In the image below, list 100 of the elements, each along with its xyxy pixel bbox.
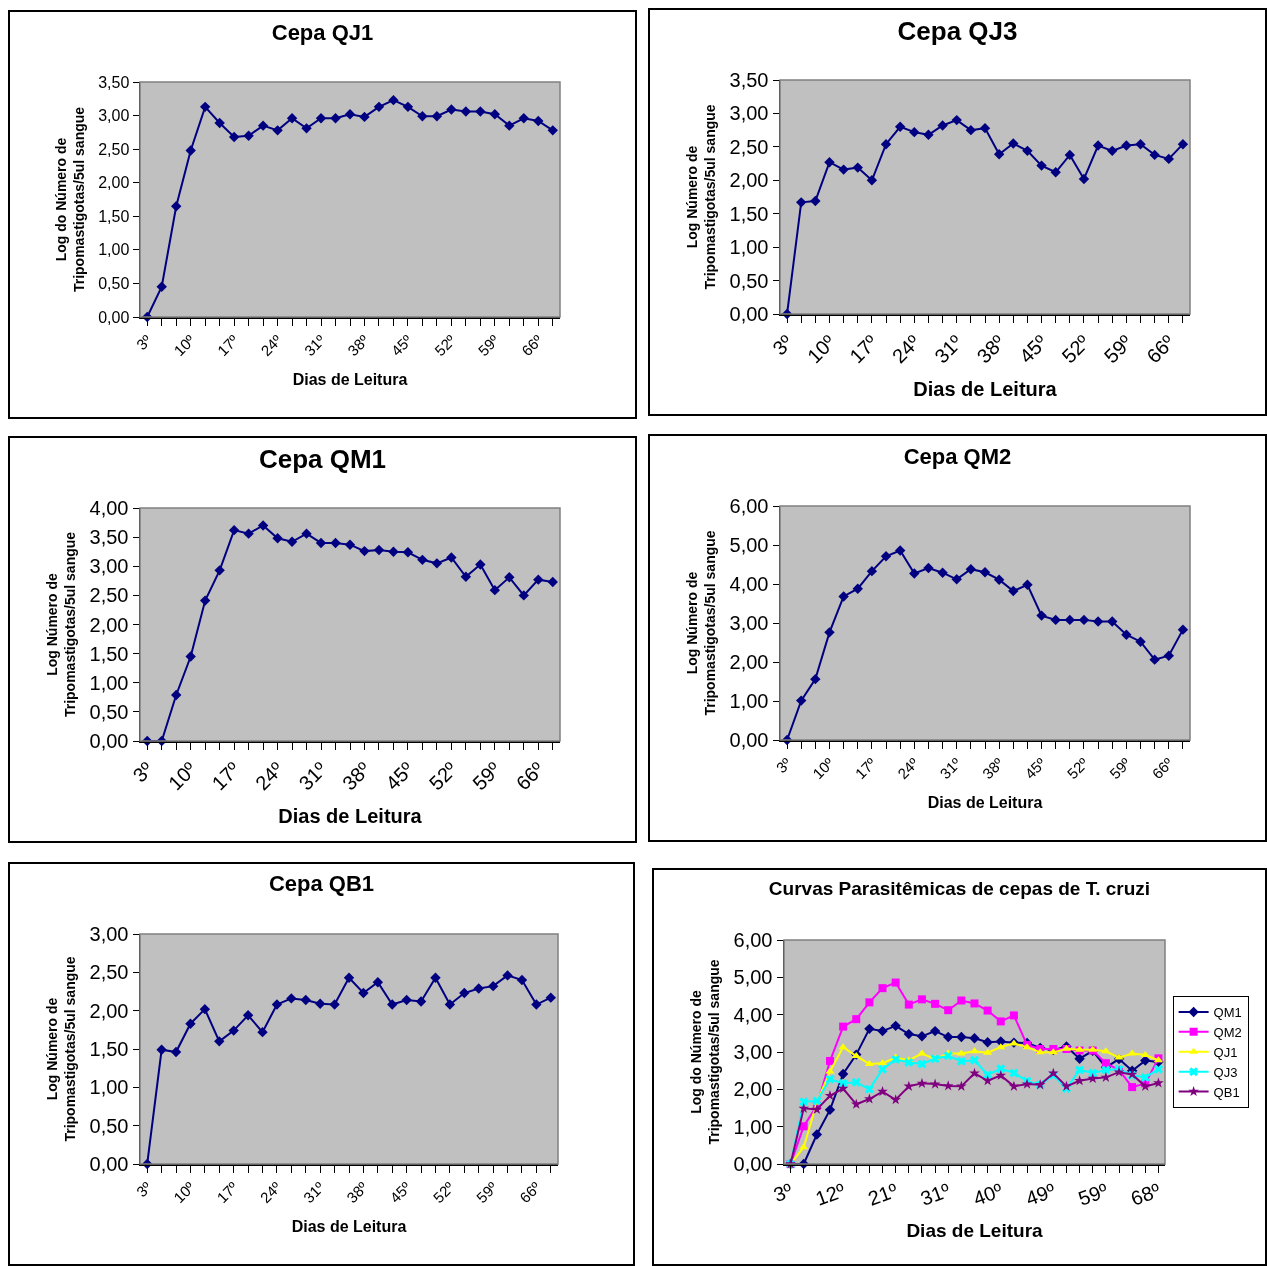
legend-label: QJ3 <box>1213 1064 1238 1080</box>
y-tick-label: 2,50 <box>89 961 129 984</box>
y-tick-label: 2,00 <box>89 999 129 1022</box>
y-tick-label: 0,00 <box>733 1153 773 1175</box>
x-tick-label: 24º <box>257 331 286 360</box>
y-tick-label: 1,00 <box>729 690 769 712</box>
x-tick-label: 59º <box>468 757 506 795</box>
x-tick-label: 59º <box>474 331 503 360</box>
x-tick-label: 17º <box>213 1178 242 1207</box>
y-axis-title: Log do Número de Tripomastigotas/5ul sangue <box>52 106 88 293</box>
y-tick-label: 6,00 <box>729 495 769 517</box>
x-tick-label: 52º <box>424 757 462 795</box>
x-tick-label: 24º <box>894 754 923 783</box>
x-tick-label: 31º <box>930 330 968 368</box>
y-tick-label: 4,00 <box>733 1003 773 1026</box>
x-tick-label: 38º <box>978 754 1007 783</box>
y-axis-title: Log Número de Tripomastigotas/5ul sangue <box>44 531 79 718</box>
legend-label: QB1 <box>1213 1084 1240 1100</box>
x-tick-label: 17º <box>845 330 883 368</box>
y-tick-label: 0,00 <box>729 729 769 751</box>
x-tick-label: 52º <box>1057 330 1095 368</box>
x-tick-label: 31º <box>936 754 965 783</box>
x-tick-label: 49º <box>1022 1178 1059 1210</box>
y-tick-label: 2,00 <box>98 174 130 192</box>
y-axis-title: Log Número de Tripomastigotas/5ul sangue <box>44 956 79 1142</box>
x-tick-label: 3º <box>132 1178 155 1201</box>
y-tick-label: 4,00 <box>89 497 129 519</box>
x-tick-label: 31º <box>299 1178 328 1207</box>
x-tick-label: 17º <box>213 331 242 360</box>
x-tick-label: 3º <box>132 331 156 354</box>
y-tick-label: 5,00 <box>733 966 773 989</box>
x-tick-label: 10º <box>170 1178 199 1207</box>
y-tick-label: 4,00 <box>729 573 769 595</box>
chart-title: Cepa QB1 <box>268 871 375 897</box>
x-tick-label: 17º <box>207 757 245 795</box>
x-axis-title: Dias de Leitura <box>278 804 423 827</box>
x-axis-title: Dias de Leitura <box>292 370 408 388</box>
y-tick-label: 0,00 <box>89 1153 129 1175</box>
chart-title: Cepa QJ3 <box>897 16 1018 47</box>
y-axis-title: Log Número de Tripomastigotas/5ul sangue <box>684 530 719 716</box>
x-axis-title: Dias de Leitura <box>906 1220 1044 1242</box>
x-tick-label: 45º <box>387 331 416 360</box>
y-tick-label: 3,50 <box>89 526 129 549</box>
y-tick-label: 2,50 <box>89 584 129 607</box>
y-tick-label: 1,50 <box>98 207 130 225</box>
x-tick-label: 52º <box>429 1178 458 1207</box>
chart-title: Cepa QJ1 <box>271 19 374 45</box>
x-tick-label: 59º <box>1106 754 1135 783</box>
chart-title: Curvas Parasitêmicas de cepas de T. cruzi <box>768 878 1151 900</box>
y-tick-label: 3,00 <box>89 923 129 945</box>
x-tick-label: 10º <box>802 330 840 368</box>
x-axis-title: Dias de Leitura <box>291 1217 407 1235</box>
x-tick-label: 24º <box>251 757 288 795</box>
x-axis-title: Dias de Leitura <box>927 793 1043 811</box>
x-tick-label: 45º <box>1021 754 1050 783</box>
y-tick-label: 2,00 <box>733 1078 773 1101</box>
y-tick-label: 2,00 <box>729 651 769 673</box>
y-tick-label: 1,00 <box>98 241 130 259</box>
y-tick-label: 2,50 <box>98 140 130 158</box>
x-tick-label: 3º <box>772 754 795 777</box>
y-axis-title: Log do Número de Tripomastigotas/5ul sangue <box>688 959 723 1145</box>
y-tick-label: 0,00 <box>729 303 769 325</box>
x-tick-label: 59º <box>472 1178 501 1207</box>
chart-title: Cepa QM1 <box>258 444 387 475</box>
x-tick-label: 66º <box>1148 754 1177 783</box>
x-tick-label: 52º <box>431 331 460 360</box>
y-tick-label: 0,50 <box>98 275 130 293</box>
chart-title: Cepa QM2 <box>903 443 1012 469</box>
x-tick-label: 66º <box>518 331 547 360</box>
x-tick-label: 45º <box>386 1178 415 1207</box>
x-tick-label: 3º <box>128 757 158 787</box>
y-tick-label: 1,00 <box>733 1115 773 1138</box>
x-tick-label: 24º <box>256 1178 285 1207</box>
x-tick-label: 38º <box>972 330 1010 368</box>
y-tick-label: 3,00 <box>733 1041 773 1063</box>
x-tick-label: 45º <box>381 757 419 795</box>
x-tick-label: 38º <box>337 757 375 795</box>
y-tick-label: 1,50 <box>729 202 769 225</box>
y-tick-label: 6,00 <box>733 929 773 951</box>
x-tick-label: 10º <box>170 331 199 360</box>
x-tick-label: 3º <box>770 1178 796 1206</box>
y-tick-label: 3,00 <box>729 102 769 125</box>
x-tick-label: 10º <box>809 754 838 783</box>
y-tick-label: 3,00 <box>729 612 769 634</box>
y-tick-label: 0,00 <box>89 730 129 752</box>
y-tick-label: 2,50 <box>729 135 769 158</box>
x-tick-label: 10º <box>164 757 202 795</box>
x-tick-label: 52º <box>1063 754 1092 783</box>
x-tick-label: 59º <box>1075 1178 1112 1210</box>
y-tick-label: 0,50 <box>89 1114 129 1137</box>
x-tick-label: 59º <box>1099 330 1137 368</box>
legend-label: QM2 <box>1213 1024 1242 1040</box>
x-tick-label: 40º <box>970 1178 1007 1210</box>
y-tick-label: 1,00 <box>89 671 129 694</box>
y-tick-label: 2,00 <box>729 169 769 192</box>
x-tick-label: 66º <box>1142 330 1180 368</box>
x-tick-label: 24º <box>887 330 925 368</box>
y-tick-label: 3,00 <box>89 555 129 578</box>
x-axis-title: Dias de Leitura <box>913 377 1058 400</box>
y-axis-title: Log Número de Tripomastigotas/5ul sangue <box>684 104 719 290</box>
